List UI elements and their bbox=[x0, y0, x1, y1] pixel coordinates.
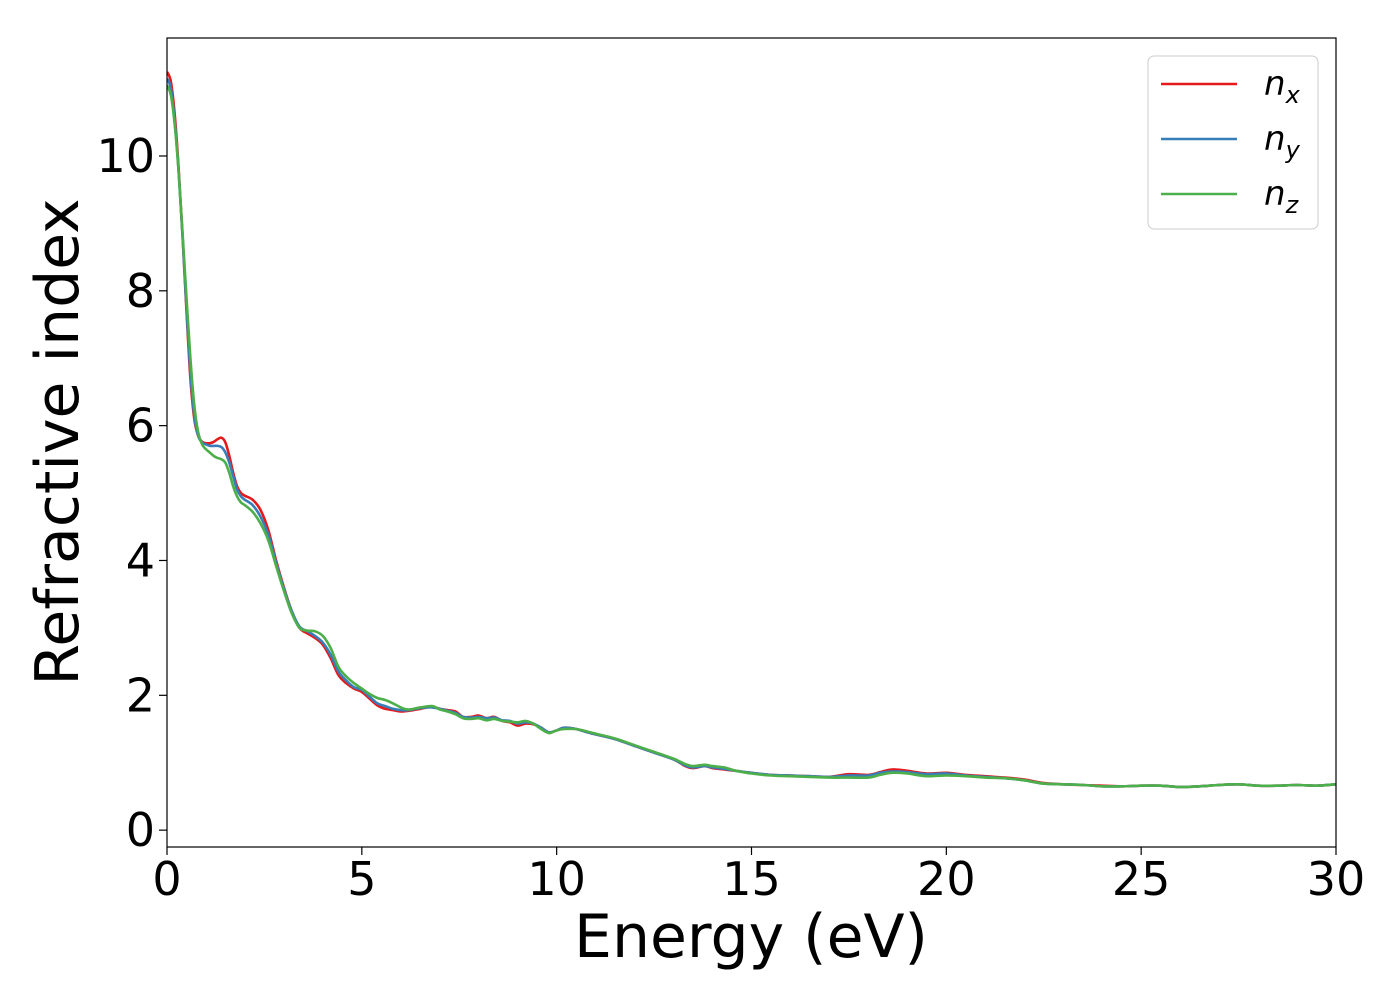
legend-box bbox=[1147, 55, 1319, 230]
legend-label-x: nx bbox=[1264, 64, 1301, 109]
x-axis-title: Energy (eV) bbox=[574, 902, 928, 972]
y-tick-label: 2 bbox=[126, 668, 155, 722]
x-axis-ticks: 0 5 10 15 20 25 30 bbox=[152, 847, 1365, 906]
y-tick-label: 4 bbox=[126, 533, 155, 587]
y-axis-title: Refractive index bbox=[23, 198, 93, 685]
y-tick-label: 8 bbox=[126, 264, 155, 318]
legend-label-y: ny bbox=[1264, 119, 1301, 164]
y-axis-ticks: 0 2 4 6 8 10 bbox=[96, 129, 167, 857]
legend-items: nx ny nz bbox=[1161, 64, 1301, 219]
legend: nx ny nz bbox=[1147, 55, 1319, 230]
y-tick-label: 0 bbox=[126, 803, 155, 857]
x-tick-label: 0 bbox=[152, 852, 181, 906]
x-tick-label: 20 bbox=[917, 852, 976, 906]
x-tick-label: 25 bbox=[1112, 852, 1171, 906]
x-tick-label: 30 bbox=[1307, 852, 1366, 906]
x-tick-label: 10 bbox=[527, 852, 586, 906]
series-layer bbox=[167, 71, 1336, 789]
x-tick-label: 15 bbox=[722, 852, 781, 906]
legend-label-z: nz bbox=[1264, 174, 1300, 219]
series-line-z bbox=[167, 84, 1336, 789]
x-tick-label: 5 bbox=[347, 852, 376, 906]
y-tick-label: 6 bbox=[126, 399, 155, 453]
y-tick-label: 10 bbox=[96, 129, 155, 183]
